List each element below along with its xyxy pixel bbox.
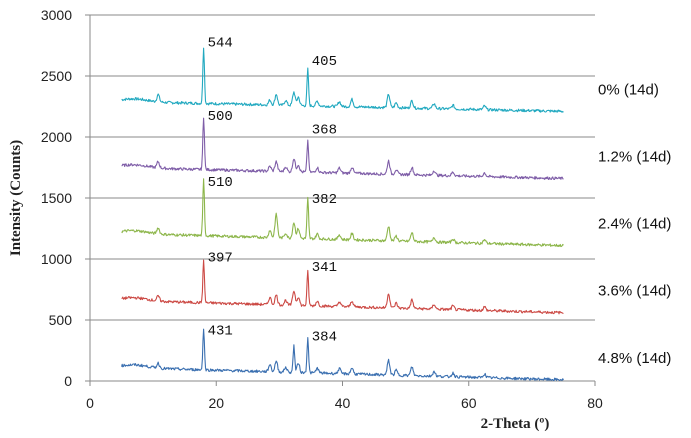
x-tick-label: 40 <box>335 395 351 411</box>
series-line-1 <box>121 117 564 181</box>
legend: 0% (14d) 1.2% (14d) 2.4% (14d) 3.6% (14d) 4.… <box>598 81 671 366</box>
peak-label: 510 <box>208 175 233 191</box>
y-tick-label: 0 <box>64 373 72 389</box>
peak-label: 431 <box>208 324 233 340</box>
peak-label: 382 <box>312 192 337 208</box>
axes: 0 500 1000 1500 2000 2500 3000 0 20 40 60 80 <box>41 7 603 411</box>
y-tick-label: 3000 <box>41 7 72 23</box>
gridlines <box>90 14 595 321</box>
series-group <box>121 47 564 382</box>
series-line-4 <box>121 328 564 382</box>
peak-label: 544 <box>208 36 233 52</box>
legend-entry: 1.2% (14d) <box>598 148 671 165</box>
peak-label: 500 <box>208 109 233 125</box>
x-tick-label: 0 <box>86 395 94 411</box>
x-tick-label: 20 <box>208 395 224 411</box>
series-line-0 <box>121 47 564 113</box>
y-tick-label: 2000 <box>41 129 72 145</box>
legend-entry: 2.4% (14d) <box>598 216 671 233</box>
y-tick-label: 1000 <box>41 251 72 267</box>
x-tick-label: 80 <box>587 395 603 411</box>
series-line-2 <box>121 178 564 248</box>
legend-entry: 3.6% (14d) <box>598 283 671 300</box>
y-tick-label: 2500 <box>41 68 72 84</box>
series-line-3 <box>121 259 564 315</box>
x-tick-label: 60 <box>461 395 477 411</box>
peak-label: 341 <box>312 260 337 276</box>
peak-labels: 544 405 500 368 510 382 397 341 431 384 <box>208 36 337 346</box>
y-tick-label: 1500 <box>41 190 72 206</box>
legend-entry: 4.8% (14d) <box>598 350 671 367</box>
x-axis-title: 2-Theta (º) <box>481 416 550 432</box>
peak-label: 384 <box>312 330 337 346</box>
peak-label: 405 <box>312 54 337 70</box>
legend-entry: 0% (14d) <box>598 81 659 98</box>
peak-label: 368 <box>312 122 337 138</box>
peak-label: 397 <box>208 250 233 266</box>
y-axis-title: Intensity (Counts) <box>8 140 24 256</box>
y-tick-label: 500 <box>49 312 73 328</box>
